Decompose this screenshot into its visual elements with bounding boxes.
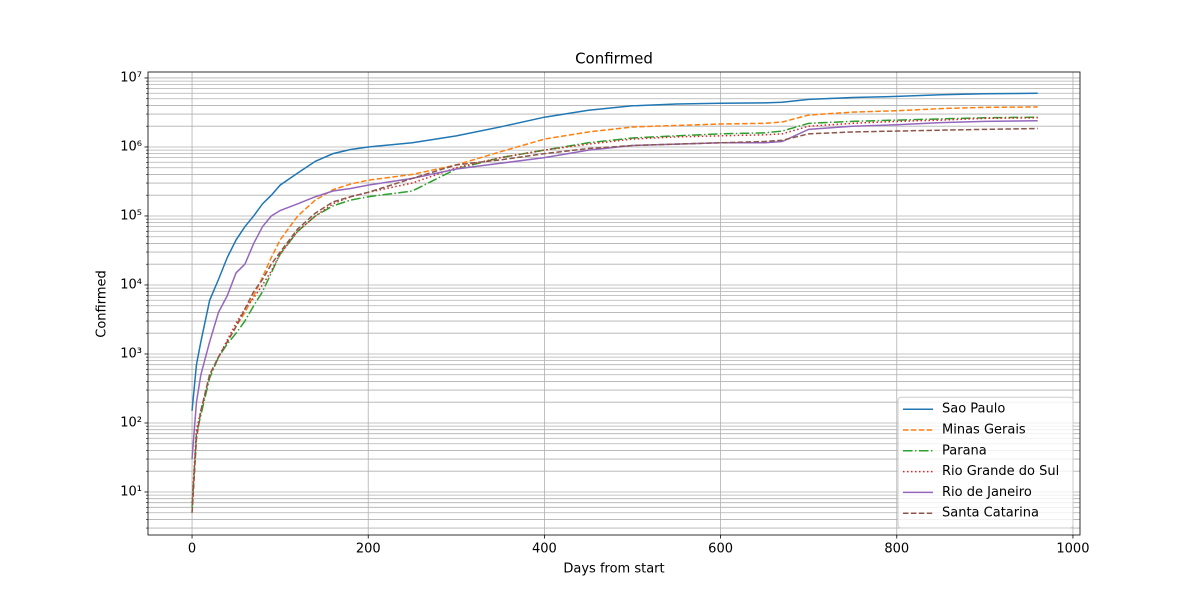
x-tick-label: 800: [884, 542, 909, 557]
x-tick-label: 200: [356, 542, 381, 557]
series-line: [191, 127, 1038, 513]
series-line: [191, 92, 1038, 411]
legend-label: Rio Grande do Sul: [942, 464, 1059, 479]
legend-label: Parana: [942, 443, 987, 458]
series-line: [191, 116, 1038, 508]
plot-frame: [147, 71, 1081, 536]
x-tick-label: 1000: [1056, 542, 1089, 557]
lines: [191, 92, 1038, 513]
y-tick-label: 10⁵: [120, 208, 142, 223]
y-tick-label: 10²: [120, 415, 142, 430]
legend: Sao Paulo Minas Gerais Parana Rio Grande do…: [897, 396, 1074, 529]
y-tick-label: 10⁷: [120, 70, 142, 85]
y-tick-label: 10¹: [120, 484, 142, 499]
y-tick-label: 10⁴: [120, 277, 142, 292]
x-axis-label: Days from start: [563, 562, 664, 577]
series-line: [191, 119, 1038, 460]
legend-box: [897, 396, 1074, 529]
legend-label: Minas Gerais: [942, 423, 1026, 438]
legend-label: Rio de Janeiro: [942, 485, 1032, 500]
x-tick-label: 0: [188, 542, 196, 557]
x-tick-label: 600: [708, 542, 733, 557]
y-tick-label: 10³: [120, 346, 142, 361]
y-tick-label: 10⁶: [120, 139, 142, 154]
x-tick-label: 400: [532, 542, 557, 557]
legend-label: Sao Paulo: [942, 402, 1005, 417]
chart-title: Confirmed: [575, 50, 653, 68]
y-axis-label: Confirmed: [95, 270, 110, 338]
legend-label: Santa Catarina: [942, 506, 1039, 521]
